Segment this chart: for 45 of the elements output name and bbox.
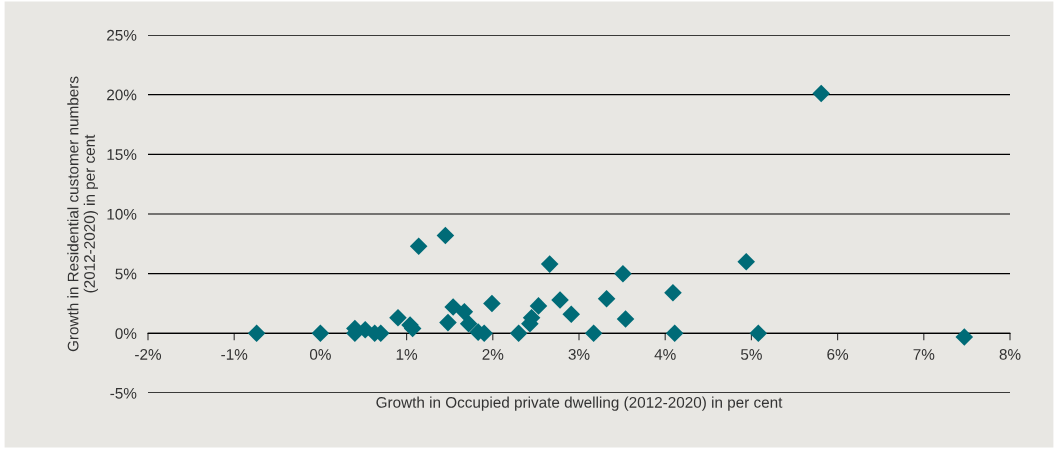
x-tick-label: -1% [221, 349, 248, 360]
x-tick-label: 1% [396, 349, 418, 360]
y-tick-label: 10% [107, 208, 137, 220]
x-tick-label: 8% [999, 349, 1021, 360]
point [551, 291, 569, 309]
x-tick-label: 3% [568, 349, 590, 360]
point [444, 298, 462, 316]
point [311, 324, 330, 343]
point [247, 324, 266, 343]
point [616, 310, 635, 328]
point [459, 315, 478, 333]
y-tick-label: 0% [115, 328, 137, 340]
point [540, 255, 559, 273]
x-tick-label: 6% [827, 349, 849, 360]
point [436, 226, 455, 245]
point [439, 313, 457, 332]
point [955, 328, 974, 346]
point [455, 303, 474, 321]
x-tick-label: -2% [135, 349, 162, 360]
point [409, 237, 428, 255]
y-tick-label: 25% [107, 29, 137, 41]
point [584, 324, 603, 343]
point [562, 305, 581, 324]
y-axis-title: Growth in Residential customer numbers (2012-2020) in per cent [67, 76, 98, 352]
x-tick-label: 7% [913, 349, 935, 360]
point [529, 297, 548, 315]
point [614, 264, 632, 283]
point [812, 84, 831, 103]
point [509, 324, 528, 343]
point [665, 324, 684, 343]
point [483, 294, 501, 313]
x-axis-title: Growth in Occupied private dwelling (2012-2020) in per cent [376, 396, 783, 411]
y-tick-label: 20% [107, 89, 137, 101]
y-tick-label: -5% [110, 387, 137, 399]
point [664, 283, 682, 302]
point [749, 324, 768, 343]
x-tick-label: 0% [309, 349, 331, 360]
x-tick-label: 4% [654, 349, 676, 360]
y-tick-label: 15% [107, 149, 137, 161]
y-tick-label: 5% [115, 268, 137, 280]
x-tick-label: 5% [740, 349, 762, 360]
point [737, 252, 756, 271]
point [389, 309, 407, 327]
x-tick-label: 2% [482, 349, 504, 360]
point [597, 289, 616, 308]
